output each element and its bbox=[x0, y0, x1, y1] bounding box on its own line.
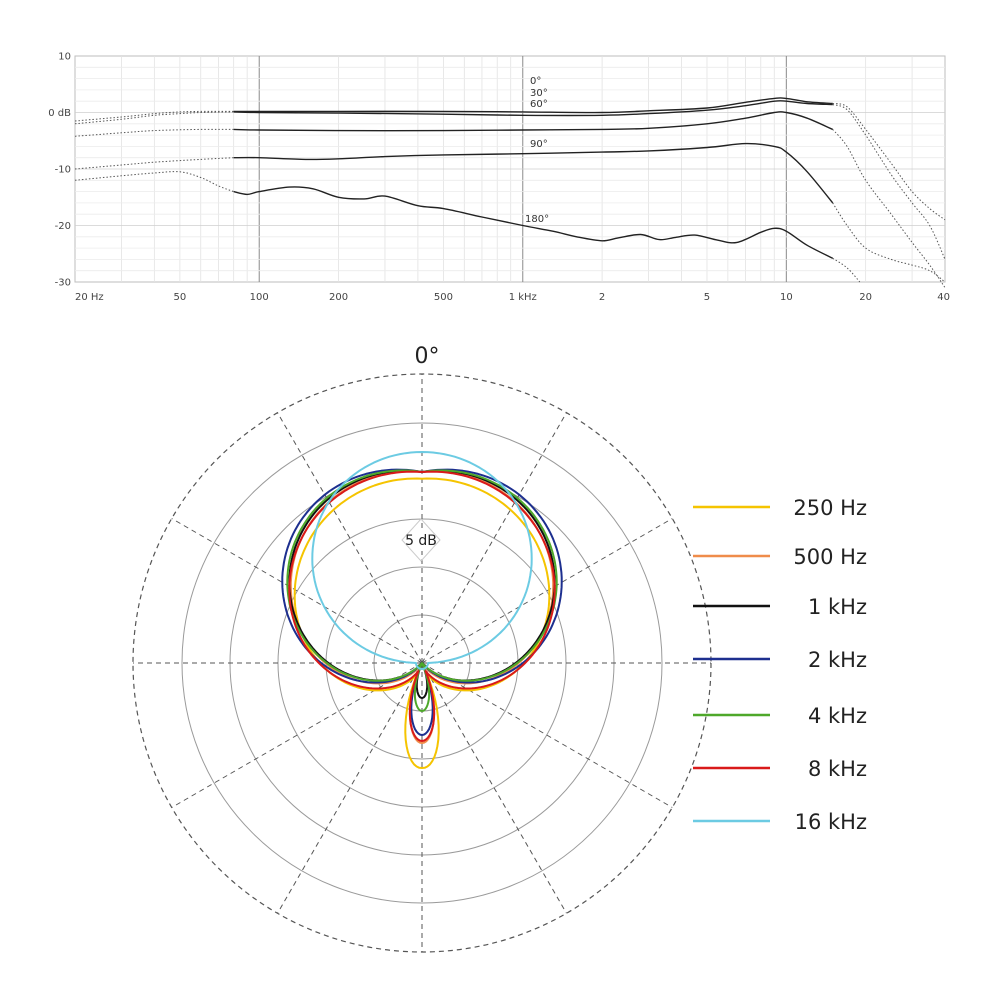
legend-item: 16 kHz bbox=[693, 810, 867, 834]
polar-grid bbox=[132, 373, 712, 953]
polar-spoke bbox=[421, 662, 567, 914]
x-tick-label: 20 Hz bbox=[75, 292, 104, 303]
polar-curve-16-khz bbox=[311, 451, 533, 670]
x-tick-label: 40 bbox=[937, 292, 950, 303]
legend-label: 1 kHz bbox=[808, 595, 867, 619]
legend-item: 4 kHz bbox=[693, 704, 867, 728]
x-tick-label: 10 bbox=[780, 292, 793, 303]
curve-60-dotted-low bbox=[74, 128, 234, 137]
polar-pattern-chart: 0° 5 dB 250 Hz 500 Hz 1 kHz 2 kHz 4 kHz 8 kHz… bbox=[132, 344, 867, 953]
curve-label-0: 0° bbox=[530, 76, 541, 87]
curve-label-180: 180° bbox=[525, 214, 549, 225]
legend-label: 4 kHz bbox=[808, 704, 867, 728]
polar-ring bbox=[181, 422, 663, 904]
x-tick-label: 5 bbox=[704, 292, 710, 303]
legend-label: 8 kHz bbox=[808, 757, 867, 781]
legend-item: 1 kHz bbox=[693, 595, 867, 619]
x-tick-label: 50 bbox=[174, 292, 187, 303]
legend-item: 250 Hz bbox=[693, 496, 867, 520]
x-tick-label: 20 bbox=[859, 292, 872, 303]
y-tick-label: -30 bbox=[55, 278, 71, 289]
polar-spoke bbox=[421, 662, 673, 808]
legend-label: 16 kHz bbox=[795, 810, 867, 834]
x-tick-label: 1 kHz bbox=[509, 292, 537, 303]
curve-30-dotted-low bbox=[74, 111, 234, 125]
angle-label-0: 0° bbox=[415, 344, 440, 369]
ring-label-group: 5 dB bbox=[399, 518, 443, 562]
frequency-grid bbox=[74, 55, 946, 283]
curve-30-solid bbox=[233, 100, 833, 117]
polar-spoke bbox=[171, 662, 423, 808]
x-tick-label: 2 bbox=[599, 292, 605, 303]
x-tick-label: 500 bbox=[434, 292, 453, 303]
y-tick-label: -10 bbox=[55, 165, 71, 176]
polar-spoke bbox=[171, 518, 423, 664]
curve-180-dotted-low bbox=[74, 171, 234, 193]
y-tick-label: 0 dB bbox=[48, 108, 71, 119]
x-tick-label: 200 bbox=[329, 292, 348, 303]
polar-curve-8-khz bbox=[288, 470, 556, 742]
frequency-response-chart: 0°30°60° 90° 180° 20 Hz 50 100 200 500 1 kHz 2 5 1… bbox=[48, 52, 950, 304]
polar-curves bbox=[281, 451, 563, 769]
polar-legend: 250 Hz 500 Hz 1 kHz 2 kHz 4 kHz 8 kHz 16 kHz bbox=[693, 496, 867, 834]
polar-spoke bbox=[421, 518, 673, 664]
curve-0-solid bbox=[233, 97, 833, 114]
curve-60-dotted-high bbox=[832, 129, 946, 288]
curve-180-dotted-high bbox=[832, 257, 861, 283]
legend-label: 2 kHz bbox=[808, 648, 867, 672]
curve-0-dotted-low bbox=[74, 110, 234, 122]
legend-item: 8 kHz bbox=[693, 757, 867, 781]
curve-90-solid bbox=[233, 142, 834, 204]
y-tick-label: 10 bbox=[58, 52, 71, 63]
curve-30-dotted-high bbox=[832, 104, 946, 260]
legend-label: 250 Hz bbox=[793, 496, 867, 520]
polar-spoke bbox=[277, 662, 423, 914]
curve-0-dotted-high bbox=[832, 103, 946, 221]
curve-180-solid bbox=[233, 186, 834, 259]
frequency-ticks: 20 Hz 50 100 200 500 1 kHz 2 5 10 20 40 10 0 dB -10 -2… bbox=[48, 52, 950, 304]
curve-label-60: 60° bbox=[530, 99, 548, 110]
x-tick-label: 100 bbox=[250, 292, 269, 303]
y-tick-label: -20 bbox=[55, 221, 71, 232]
legend-item: 500 Hz bbox=[693, 545, 867, 569]
legend-label: 500 Hz bbox=[793, 545, 867, 569]
curve-90-dotted-low bbox=[74, 157, 234, 170]
ring-label: 5 dB bbox=[405, 533, 437, 549]
curve-label-90: 90° bbox=[530, 139, 548, 150]
curve-90-dotted-high bbox=[832, 202, 946, 283]
curve-60-solid bbox=[233, 111, 833, 132]
polar-spoke bbox=[277, 412, 423, 664]
legend-item: 2 kHz bbox=[693, 648, 867, 672]
frequency-series: 0°30°60° 90° 180° bbox=[74, 76, 946, 288]
polar-curve-250-hz bbox=[293, 477, 551, 769]
polar-spoke bbox=[421, 412, 567, 664]
curve-label-30: 30° bbox=[530, 88, 548, 99]
